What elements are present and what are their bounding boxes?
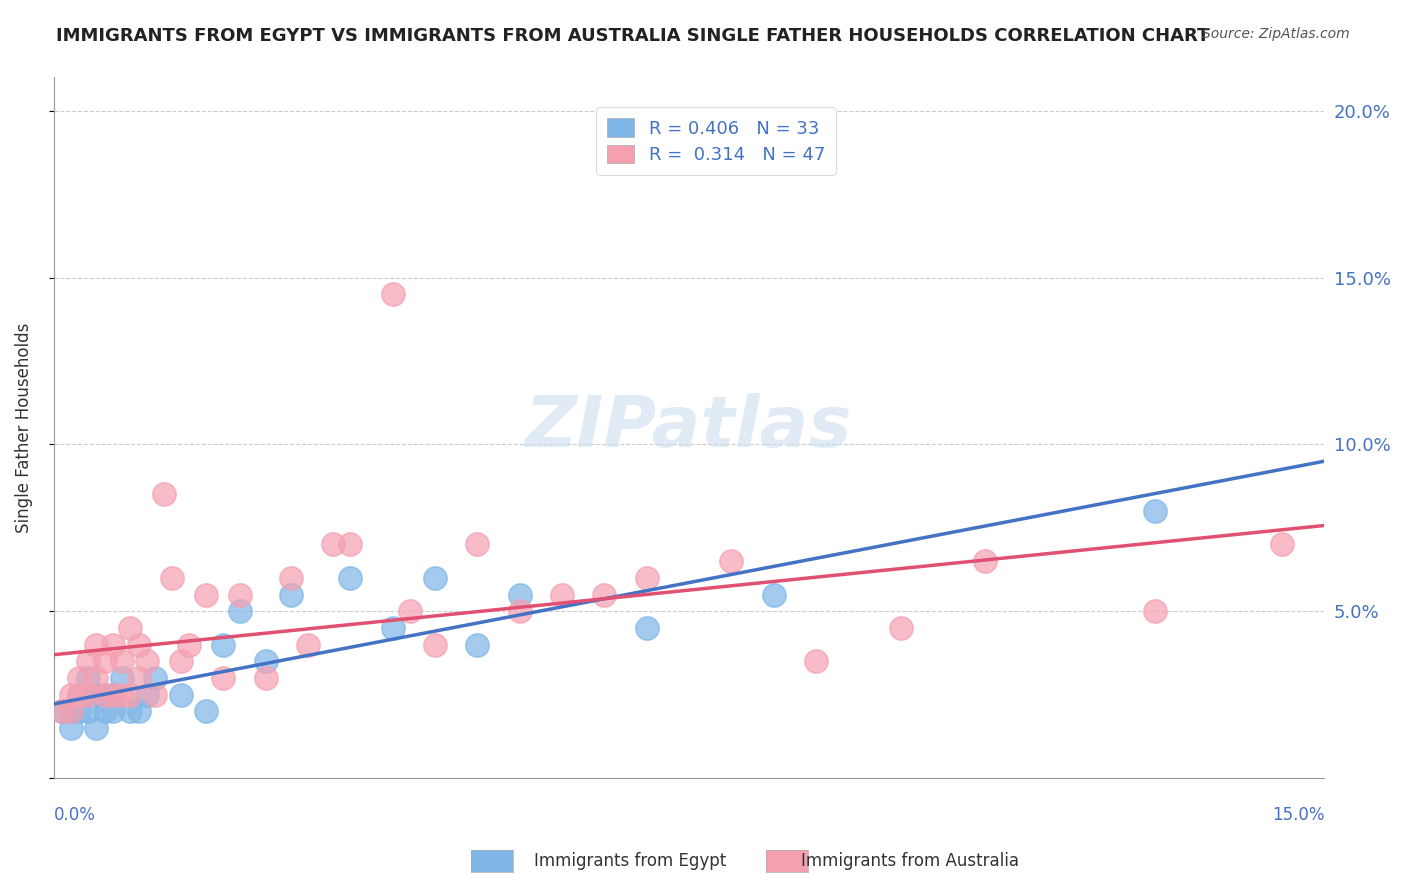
Point xyxy=(1271,537,1294,551)
Text: ZIPatlas: ZIPatlas xyxy=(526,393,853,462)
Point xyxy=(170,654,193,668)
Y-axis label: Single Father Households: Single Father Households xyxy=(15,323,32,533)
Point xyxy=(120,704,142,718)
Point xyxy=(423,638,446,652)
Point xyxy=(84,721,107,735)
Point xyxy=(76,688,98,702)
Text: Immigrants from Australia: Immigrants from Australia xyxy=(801,852,1019,870)
Point xyxy=(145,688,167,702)
Point xyxy=(636,571,658,585)
Point xyxy=(76,671,98,685)
Point xyxy=(297,638,319,652)
Point xyxy=(162,571,184,585)
Point xyxy=(93,688,115,702)
Point xyxy=(67,688,90,702)
Point xyxy=(101,638,124,652)
Point xyxy=(322,537,344,551)
Point xyxy=(195,704,218,718)
Legend: R = 0.406   N = 33, R =  0.314   N = 47: R = 0.406 N = 33, R = 0.314 N = 47 xyxy=(596,107,837,175)
Point xyxy=(280,588,302,602)
Point xyxy=(145,671,167,685)
Point xyxy=(465,537,488,551)
Point xyxy=(890,621,912,635)
Text: 0.0%: 0.0% xyxy=(53,806,96,824)
Point xyxy=(76,704,98,718)
Point xyxy=(67,704,90,718)
Point xyxy=(110,671,132,685)
Point xyxy=(128,638,150,652)
Point xyxy=(110,688,132,702)
Point xyxy=(120,621,142,635)
Point xyxy=(593,588,616,602)
Point xyxy=(254,671,277,685)
Point xyxy=(110,654,132,668)
Point xyxy=(509,588,531,602)
Point xyxy=(93,654,115,668)
Point xyxy=(93,688,115,702)
Point xyxy=(51,704,73,718)
Point xyxy=(128,671,150,685)
Point xyxy=(84,688,107,702)
Point xyxy=(212,671,235,685)
Point xyxy=(381,621,404,635)
Point xyxy=(1143,504,1166,518)
Point xyxy=(974,554,997,568)
Point xyxy=(254,654,277,668)
Point xyxy=(59,704,82,718)
Text: IMMIGRANTS FROM EGYPT VS IMMIGRANTS FROM AUSTRALIA SINGLE FATHER HOUSEHOLDS CORR: IMMIGRANTS FROM EGYPT VS IMMIGRANTS FROM… xyxy=(56,27,1209,45)
Point xyxy=(84,638,107,652)
Point xyxy=(212,638,235,652)
Point xyxy=(636,621,658,635)
Point xyxy=(1143,604,1166,618)
Point xyxy=(59,704,82,718)
Point xyxy=(339,571,361,585)
Point xyxy=(67,671,90,685)
Point xyxy=(120,688,142,702)
Point xyxy=(76,688,98,702)
Point xyxy=(381,287,404,301)
Point xyxy=(76,654,98,668)
Text: 15.0%: 15.0% xyxy=(1272,806,1324,824)
Point xyxy=(59,721,82,735)
Text: Source: ZipAtlas.com: Source: ZipAtlas.com xyxy=(1202,27,1350,41)
Point xyxy=(195,588,218,602)
Point xyxy=(423,571,446,585)
Point xyxy=(170,688,193,702)
Point xyxy=(136,688,159,702)
Point xyxy=(398,604,420,618)
Point xyxy=(101,688,124,702)
Point xyxy=(101,688,124,702)
Point xyxy=(229,588,252,602)
Point xyxy=(339,537,361,551)
Point xyxy=(59,688,82,702)
Point xyxy=(229,604,252,618)
Point xyxy=(136,654,159,668)
Point xyxy=(93,704,115,718)
Point xyxy=(465,638,488,652)
Point xyxy=(84,671,107,685)
Point xyxy=(720,554,742,568)
Point xyxy=(509,604,531,618)
Point xyxy=(128,704,150,718)
Point xyxy=(51,704,73,718)
Point xyxy=(153,487,176,501)
Text: Immigrants from Egypt: Immigrants from Egypt xyxy=(534,852,727,870)
Point xyxy=(101,704,124,718)
Point xyxy=(67,688,90,702)
Point xyxy=(179,638,201,652)
Point xyxy=(804,654,827,668)
Point xyxy=(551,588,574,602)
Point xyxy=(280,571,302,585)
Point xyxy=(762,588,785,602)
